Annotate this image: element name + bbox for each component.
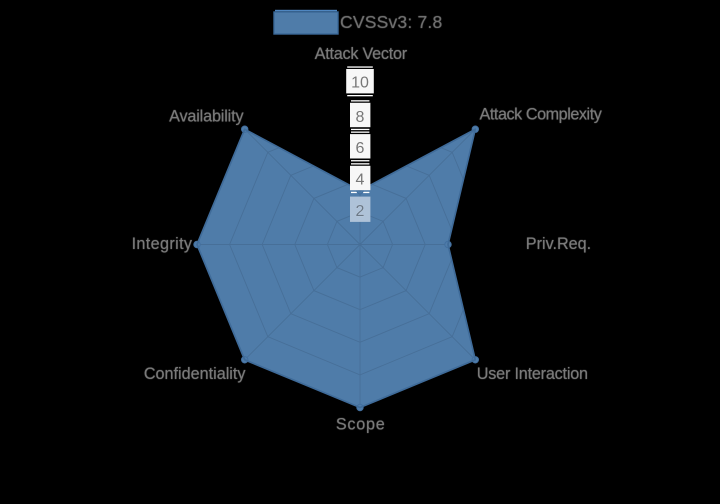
svg-text:2: 2 bbox=[356, 203, 365, 220]
svg-text:Priv.Req.: Priv.Req. bbox=[526, 235, 591, 253]
svg-text:User Interaction: User Interaction bbox=[477, 365, 588, 383]
svg-text:Availability: Availability bbox=[169, 108, 244, 126]
svg-text:Integrity: Integrity bbox=[132, 235, 193, 253]
svg-text:8: 8 bbox=[356, 109, 365, 126]
svg-text:Confidentiality: Confidentiality bbox=[144, 365, 247, 383]
svg-text:6: 6 bbox=[356, 140, 365, 157]
svg-text:4: 4 bbox=[356, 171, 365, 188]
svg-text:10: 10 bbox=[351, 75, 369, 92]
svg-text:Attack Complexity: Attack Complexity bbox=[480, 106, 603, 124]
svg-text:Scope: Scope bbox=[336, 415, 386, 433]
svg-text:Attack Vector: Attack Vector bbox=[315, 45, 408, 63]
svg-text:CVSSv3: 7.8: CVSSv3: 7.8 bbox=[340, 12, 442, 32]
